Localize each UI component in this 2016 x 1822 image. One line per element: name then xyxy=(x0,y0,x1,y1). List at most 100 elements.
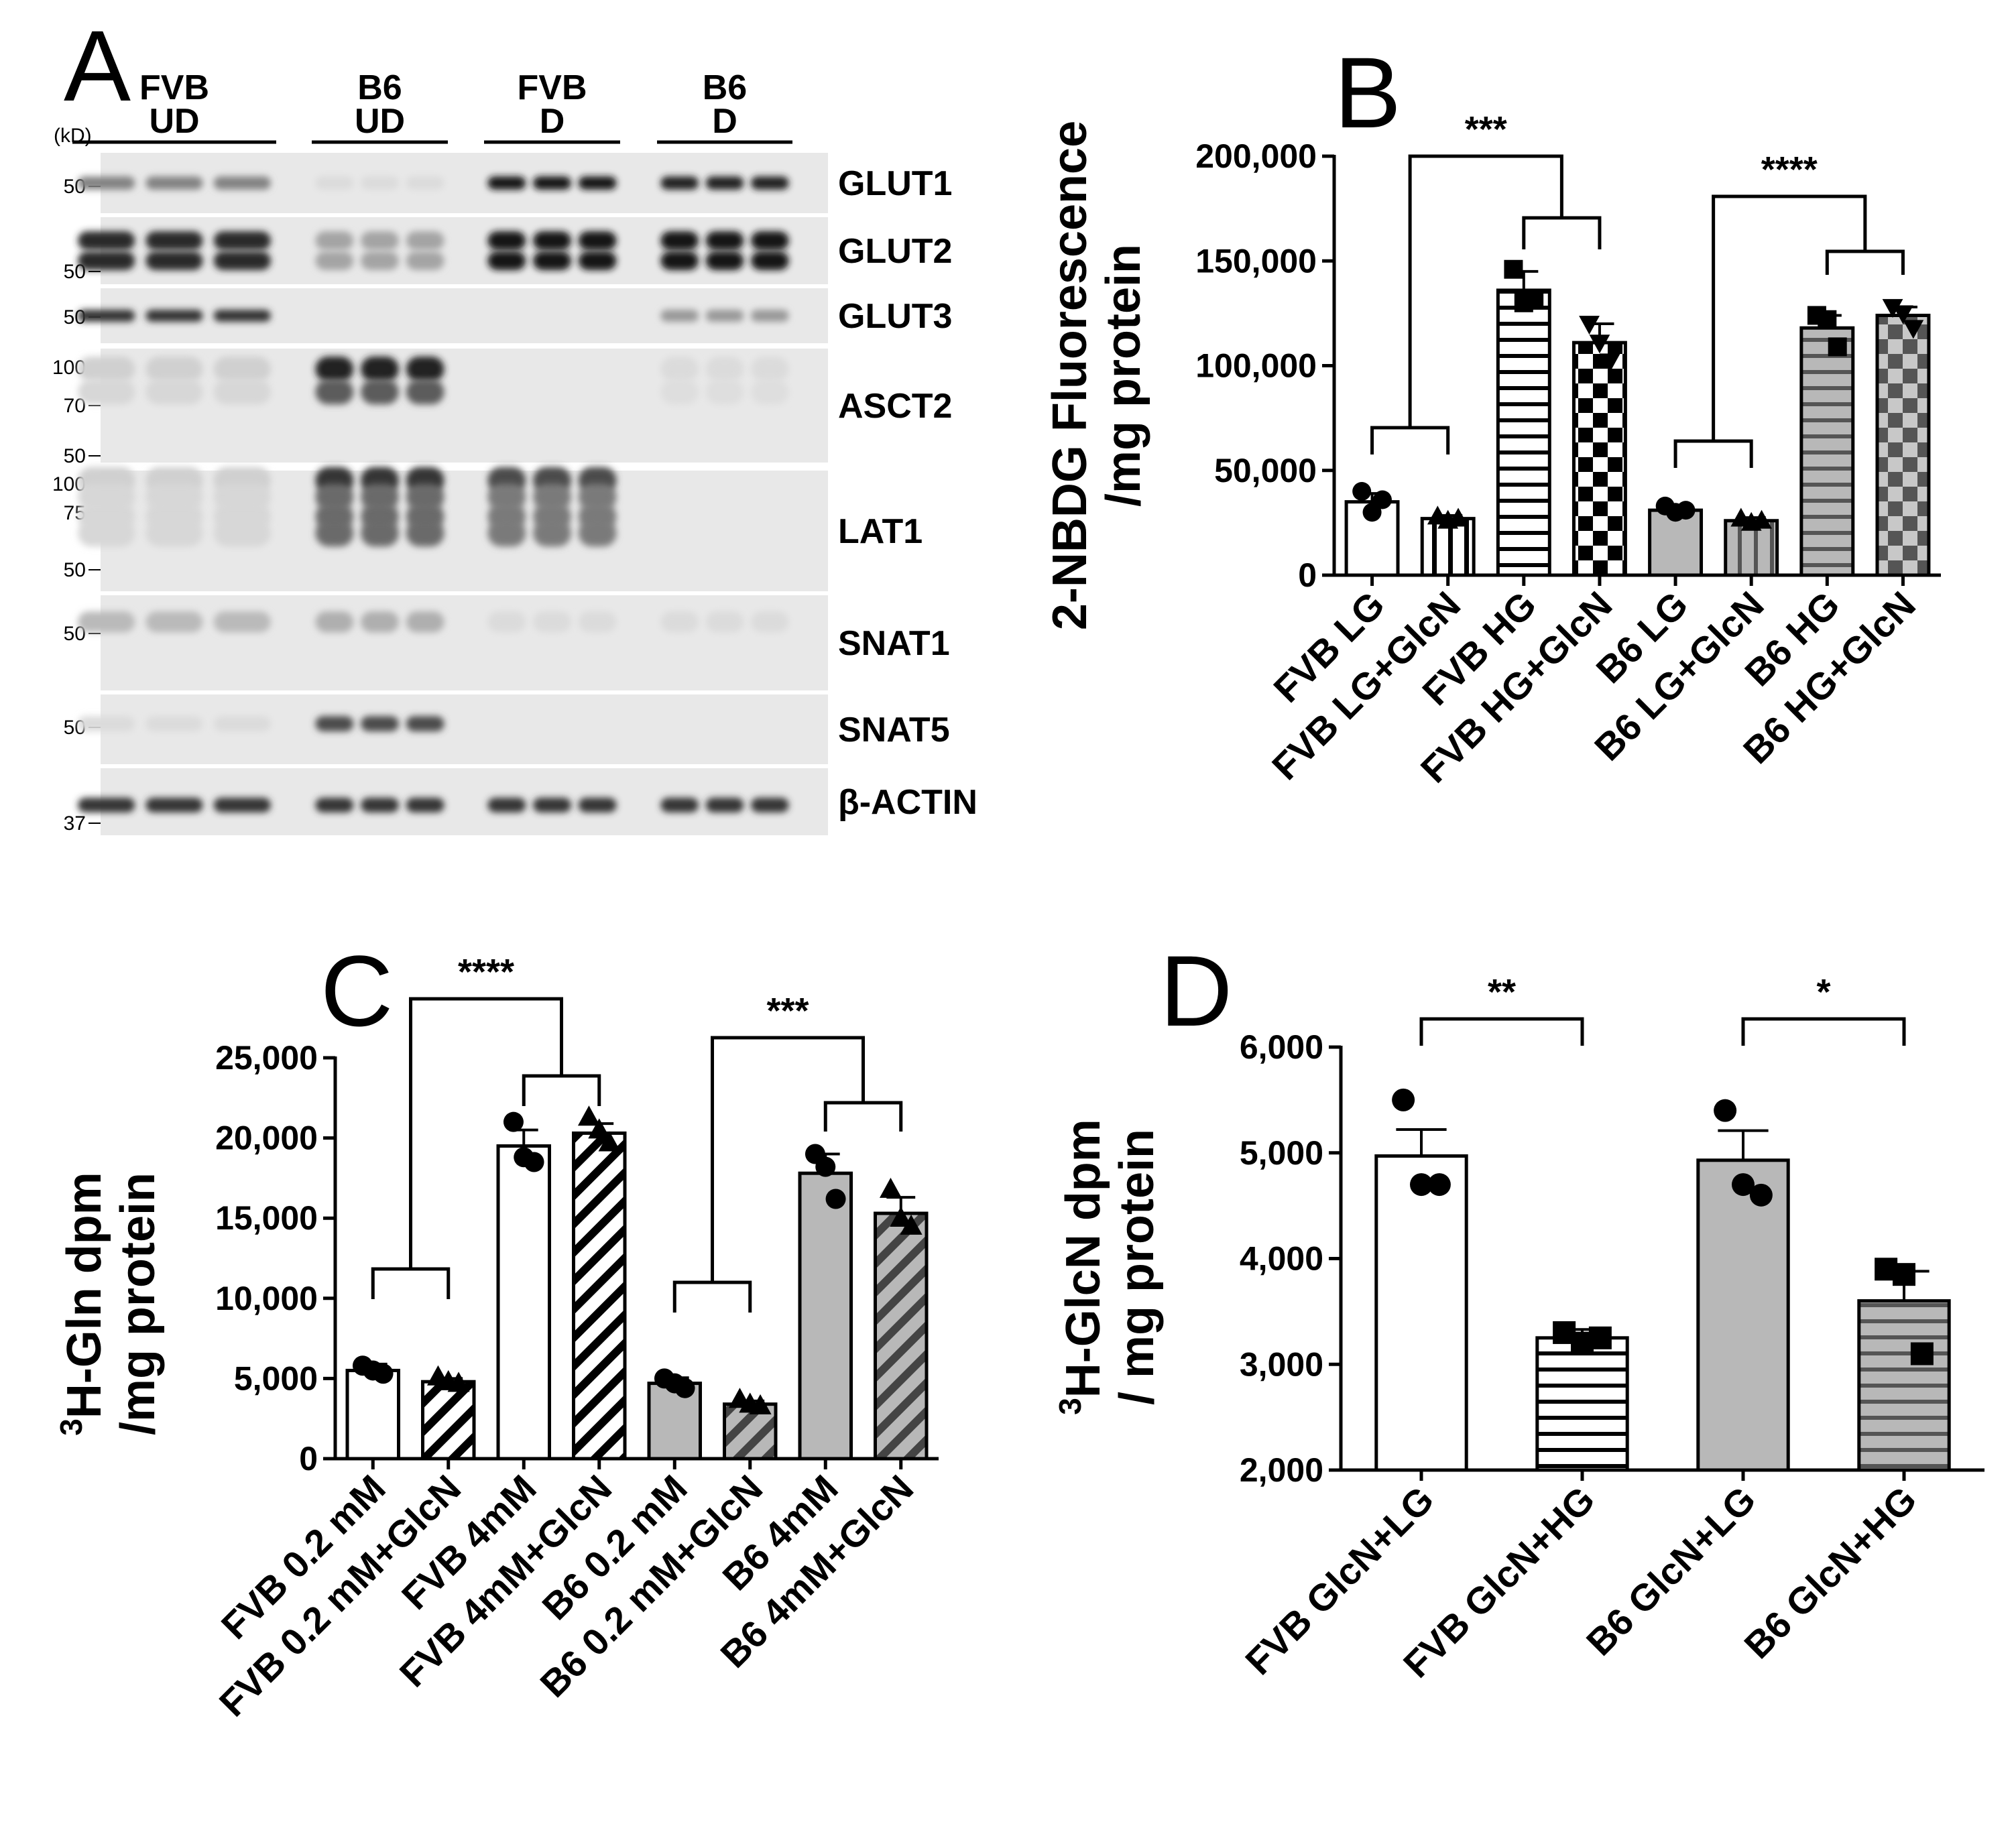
y-tick-label: 0 xyxy=(299,1440,318,1477)
blot-band xyxy=(145,251,203,270)
bar xyxy=(798,1171,853,1461)
blot-band xyxy=(533,231,571,250)
data-point-square xyxy=(1910,1342,1934,1365)
blot-band xyxy=(406,231,444,250)
blot-band xyxy=(751,379,789,405)
blot-band xyxy=(361,251,399,270)
blot-band xyxy=(315,611,354,633)
blot-band xyxy=(361,356,399,382)
blot-band xyxy=(487,520,526,547)
blot-band xyxy=(660,379,699,405)
blot-band xyxy=(406,798,444,812)
y-tick-label: 4,000 xyxy=(1240,1240,1323,1278)
significance-bracket xyxy=(672,1036,903,1313)
data-point-circle xyxy=(1372,490,1392,509)
data-point-circle xyxy=(825,1189,846,1209)
blot-band xyxy=(660,251,699,270)
blot-band xyxy=(406,176,444,190)
data-point-triangle xyxy=(577,1105,600,1126)
bar xyxy=(1374,1154,1468,1472)
lane-label-top: B6 xyxy=(357,68,402,107)
blot-band xyxy=(213,611,271,633)
blot-band xyxy=(78,379,135,405)
panel-d-ylabel-line1: 3H-GlcN dpm xyxy=(1053,1119,1110,1415)
data-point-triangle xyxy=(598,1131,621,1152)
blot-band xyxy=(78,716,135,732)
blot-band xyxy=(578,611,617,633)
data-point-square xyxy=(1893,1263,1915,1286)
blot-band xyxy=(315,231,354,250)
blot-band xyxy=(315,379,354,405)
blot-band xyxy=(213,716,271,732)
blot-band xyxy=(361,176,399,190)
bar xyxy=(647,1382,702,1461)
blot-band xyxy=(315,356,354,382)
blot-band xyxy=(487,611,526,633)
y-tick-label: 20,000 xyxy=(215,1119,318,1157)
panel-c-ylabel-line1: 3H-Gln dpm xyxy=(54,1172,111,1436)
blot-band xyxy=(361,716,399,732)
blot-glut3: 50 GLUT3 xyxy=(64,288,952,343)
data-point-circle xyxy=(373,1363,394,1384)
data-point-triangle-down xyxy=(1882,299,1903,318)
blot-band xyxy=(578,176,617,190)
blot-band xyxy=(660,356,699,382)
blot-band xyxy=(406,611,444,633)
blot-band xyxy=(213,251,271,270)
protein-label: GLUT2 xyxy=(838,232,952,271)
blot-band xyxy=(751,611,789,633)
blot-band xyxy=(406,716,444,732)
bar xyxy=(1572,341,1627,577)
data-point-square xyxy=(1588,1326,1612,1349)
blot-band xyxy=(487,231,526,250)
blot-band xyxy=(705,309,744,322)
bar xyxy=(345,1368,400,1461)
blot-band xyxy=(705,611,744,633)
panel-letter-c: C xyxy=(320,934,393,1047)
data-point-circle xyxy=(815,1156,836,1177)
blot-band xyxy=(578,520,617,547)
blot-band xyxy=(78,798,135,812)
y-tick-label: 50,000 xyxy=(1214,452,1317,489)
y-tick-label: 100,000 xyxy=(1195,347,1317,385)
data-point-triangle-down xyxy=(1579,316,1600,335)
blot-band xyxy=(213,176,271,190)
significance-bracket xyxy=(371,997,601,1299)
x-tick-label: B6 GlcN+LG xyxy=(1578,1478,1764,1664)
data-point-circle xyxy=(674,1378,695,1398)
blot-band xyxy=(487,176,526,190)
panel-b-chart: B 2-NBDG Fluorescence /mg protein 0 50,00… xyxy=(1043,36,1941,791)
panel-d-chart: D 3H-GlcN dpm / mg protein 2,000 3,000 4,0… xyxy=(1053,934,1984,1686)
blot-band xyxy=(78,520,135,547)
significance-bracket xyxy=(1370,154,1602,454)
blot-band xyxy=(660,231,699,250)
y-tick-label: 15,000 xyxy=(215,1199,318,1237)
y-tick-label: 3,000 xyxy=(1240,1345,1323,1383)
panel-c-ylabel-line2: /mg protein xyxy=(111,1172,165,1435)
blot-band xyxy=(145,231,203,250)
panel-d-ylabel-superscript: 3 xyxy=(1053,1398,1087,1415)
bar xyxy=(1535,1336,1629,1472)
blot-band xyxy=(751,231,789,250)
blot-band xyxy=(78,231,135,250)
y-tick-label: 25,000 xyxy=(215,1039,318,1077)
panel-letter-b: B xyxy=(1334,36,1401,149)
blot-band xyxy=(213,520,271,547)
y-tick-label: 6,000 xyxy=(1240,1028,1323,1066)
panel-c-ylabel-text: H-Gln dpm xyxy=(58,1172,111,1418)
molecular-weight-marker: 50 xyxy=(64,559,86,581)
blot-band xyxy=(660,309,699,322)
blot-band xyxy=(705,379,744,405)
blot-band xyxy=(315,251,354,270)
blot-band xyxy=(315,716,354,732)
blot-band xyxy=(751,309,789,322)
y-tick-label: 200,000 xyxy=(1195,137,1317,175)
blot-band xyxy=(533,798,571,812)
blot-band xyxy=(361,611,399,633)
bar xyxy=(1799,326,1855,577)
